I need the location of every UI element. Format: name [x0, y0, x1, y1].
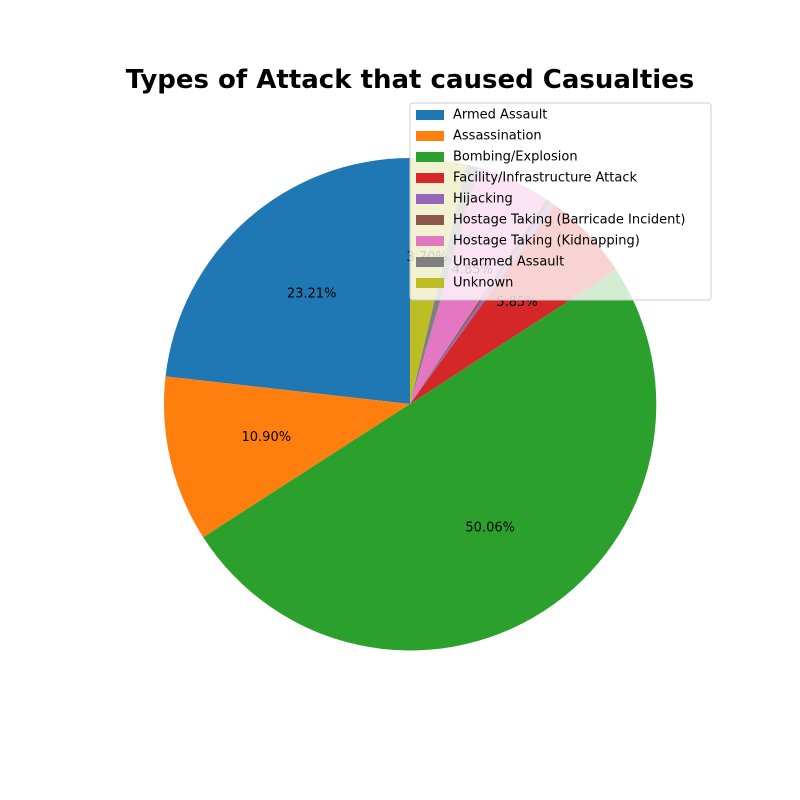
pct-label-assassination: 10.90% [242, 430, 292, 445]
legend-swatch-unknown [416, 278, 444, 288]
legend-label-assassination: Assassination [453, 129, 542, 144]
legend-label-facility-infrastructure-attack: Facility/Infrastructure Attack [453, 171, 637, 186]
legend-label-unarmed-assault: Unarmed Assault [453, 255, 564, 270]
legend-swatch-hijacking [416, 194, 444, 204]
legend-label-unknown: Unknown [453, 276, 513, 291]
pie-slice-bombing-explosion [203, 269, 657, 651]
legend-swatch-facility-infrastructure-attack [416, 173, 444, 183]
legend-box [409, 102, 712, 301]
legend-label-hostage-taking-kidnapping: Hostage Taking (Kidnapping) [453, 234, 640, 249]
pct-label-bombing-explosion: 50.06% [465, 520, 515, 535]
legend-label-hijacking: Hijacking [453, 192, 513, 207]
legend-swatch-hostage-taking-kidnapping [416, 236, 444, 246]
legend-swatch-unarmed-assault [416, 257, 444, 267]
legend-swatch-hostage-taking-barricade-incident [416, 215, 444, 225]
legend-swatch-armed-assault [416, 110, 444, 120]
chart-title: Types of Attack that caused Casualties [126, 65, 695, 95]
pie-slice-assassination [163, 376, 410, 538]
pct-label-armed-assault: 23.21% [287, 286, 337, 301]
legend-label-armed-assault: Armed Assault [453, 108, 547, 123]
legend-label-hostage-taking-barricade-incident: Hostage Taking (Barricade Incident) [453, 213, 685, 228]
legend-swatch-bombing-explosion [416, 152, 444, 162]
pie-slice-armed-assault [165, 158, 410, 404]
legend-swatch-assassination [416, 131, 444, 141]
legend: Armed Assault Assassination Bombing/Explos… [409, 102, 712, 301]
legend-label-bombing-explosion: Bombing/Explosion [453, 150, 578, 165]
